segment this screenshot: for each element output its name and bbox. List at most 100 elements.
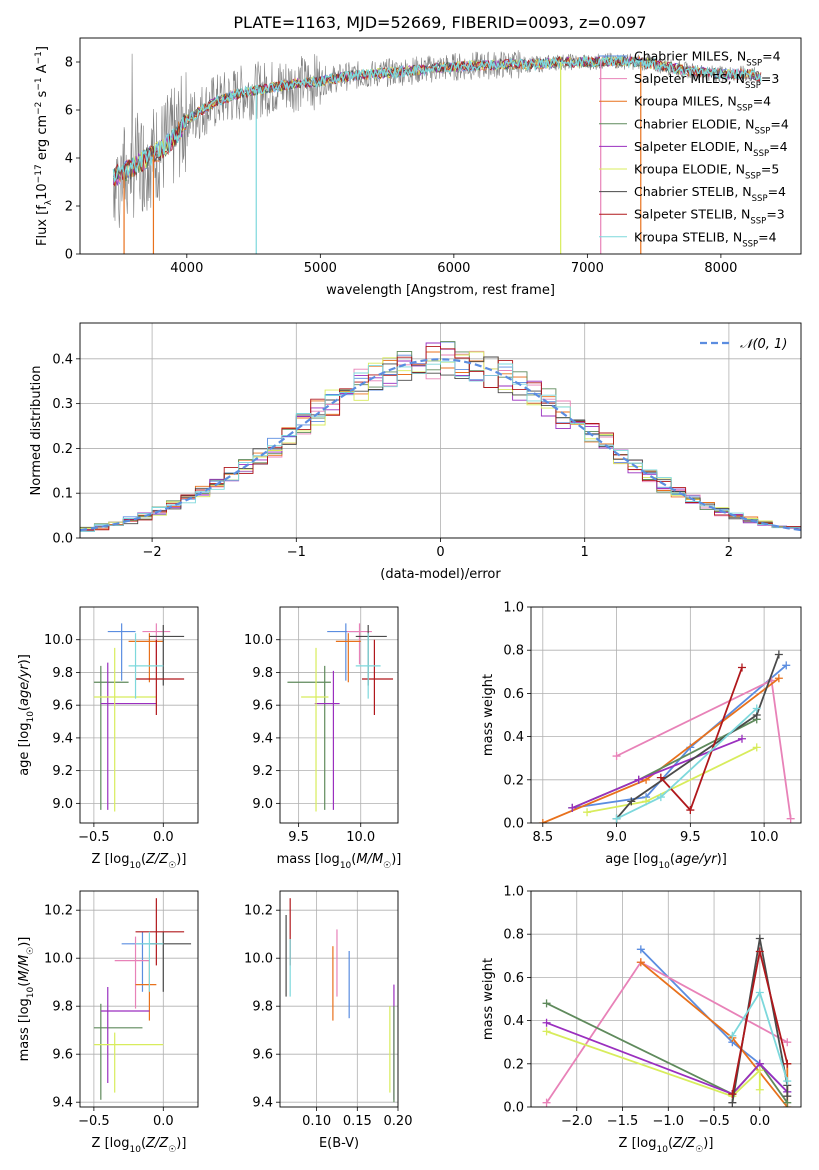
label-part: ( [17,982,32,987]
label-part: Z/Z [672,1136,696,1151]
mass-weight-marker [755,1066,764,1075]
x-tick-label: 2 [725,545,733,560]
x-axis-label: wavelength [Angstrom, rest frame] [326,283,555,298]
label-subscript: ☉ [168,1145,176,1155]
panel-mass-vs-reddening: 0.10 0.15 0.20 9.4 9.6 9.8 10.0 10.2 E(B-V) [244,890,412,1151]
x-axis-label: Z [log10(Z/Z☉)] [92,852,187,871]
residual-histogram-step [80,356,801,531]
label-superscript: −1 [34,77,44,90]
mass-weight-marker [583,808,592,817]
legend-label: Salpeter MILES, NSSP=3 [634,71,779,91]
y-tick-label: 4 [65,152,73,167]
legend-label: Chabrier ELODIE, NSSP=4 [634,116,789,136]
panel-residual-histogram: −2 −1 0 1 2 0.0 0.1 0.2 0.3 0.4 (data-model)/error… [29,322,802,582]
legend-nssp: =4 [769,139,787,154]
y-tick-label: 0.8 [503,928,524,943]
y-axis-label: mass weight [481,958,496,1040]
y-tick-label: 0.4 [503,1014,524,1029]
panel-age-vs-mass: 9.5 10.0 9.0 9.2 9.4 9.6 9.8 10.0 mass [log10(M/… [244,606,401,871]
mass-weight-marker [737,663,746,672]
x-tick-label: −1.5 [607,1114,639,1129]
label-part: ( [670,852,675,867]
legend-subscript: SSP [750,217,766,227]
label-superscript: −1 [34,51,44,64]
label-part: age [log [17,723,32,776]
label-part: mass [log [277,852,340,867]
y-axis-label: mass weight [481,674,496,756]
x-tick-label: 6000 [437,261,470,276]
x-tick-label: 4000 [170,261,203,276]
mass-weight-marker [755,988,764,997]
legend-nssp: =5 [761,162,779,177]
label-part: )] [17,654,32,664]
x-tick-label: −2.0 [561,1114,593,1129]
mass-weight-marker [636,958,645,967]
x-tick-label: −2 [143,545,162,560]
mass-weight-marker [752,704,761,713]
y-tick-label: 0.4 [503,730,524,745]
axes-frame [79,322,802,539]
x-tick-label: 9.0 [606,830,627,845]
panel-spectrum: 4000 5000 6000 7000 8000 0 2 4 6 8 wavelength [Ang… [34,37,802,298]
label-part: erg cm [35,115,50,164]
x-tick-label: 8000 [704,261,737,276]
legend-nssp: =4 [768,184,786,199]
label-subscript: 10 [26,711,36,723]
mass-weight-series-line [546,1030,761,1098]
legend-subscript: SSP [737,104,753,114]
y-tick-label: 0.2 [503,1057,524,1072]
label-part: )] [176,1136,186,1151]
legend-label: Kroupa ELODIE, NSSP=5 [634,162,779,182]
residual-histogram-step [80,345,801,531]
mass-weight-marker [783,1038,792,1047]
y-tick-label: 1.0 [503,601,524,616]
label-part: M/M [17,955,32,982]
plot-area [280,891,398,1107]
label-part: Z/Z [145,852,169,867]
residual-histogram-step [80,361,801,533]
mass-weight-marker [656,793,665,802]
y-tick-label: 0.4 [52,352,73,367]
y-tick-label: 9.0 [252,797,273,812]
mass-weight-marker [542,1098,551,1107]
residual-histogram-step [80,341,801,528]
mass-weight-marker [612,752,621,761]
y-axis-label: Flux [fλ10−17 erg cm−2 s−1 A−1] [34,46,54,246]
x-axis-label: Z [log10(Z/Z☉)] [92,1136,187,1155]
mass-weight-marker [737,734,746,743]
label-part: ] [35,46,50,51]
y-tick-label: 10.0 [44,952,73,967]
y-tick-label: 9.4 [252,731,273,746]
mass-weight-marker [755,934,764,943]
y-axis-label: age [log10(age/yr)] [17,654,36,776]
axes-frame [79,890,199,1108]
mass-weight-marker [752,743,761,752]
y-tick-label: 9.8 [252,1000,273,1015]
mass-weight-series-line [542,677,780,823]
label-part: )] [391,852,401,867]
mass-weight-marker [636,945,645,954]
y-tick-label: 9.4 [252,1096,273,1111]
x-tick-label: −0.5 [78,830,110,845]
mass-weight-series-line [572,664,787,809]
legend-model-name: Kroupa ELODIE, N [634,162,745,177]
x-tick-label: 9.5 [680,830,701,845]
legend-nssp: =4 [762,49,780,64]
x-tick-label: 7000 [571,261,604,276]
y-tick-label: 1.0 [503,885,524,900]
mass-weight-marker [542,1027,551,1036]
x-axis-label: (data-model)/error [380,567,501,582]
label-part: M/M [356,852,383,867]
label-subscript: 10 [340,861,352,871]
plot-area [531,891,801,1107]
label-part: ( [17,706,32,711]
legend-model-name: Chabrier ELODIE, N [634,116,754,131]
label-part: )] [17,937,32,947]
mass-weight-marker [755,947,764,956]
label-subscript: 10 [129,1145,141,1155]
mass-weight-marker [568,803,577,812]
label-part: ( [351,852,356,867]
x-tick-label: 5000 [304,261,337,276]
